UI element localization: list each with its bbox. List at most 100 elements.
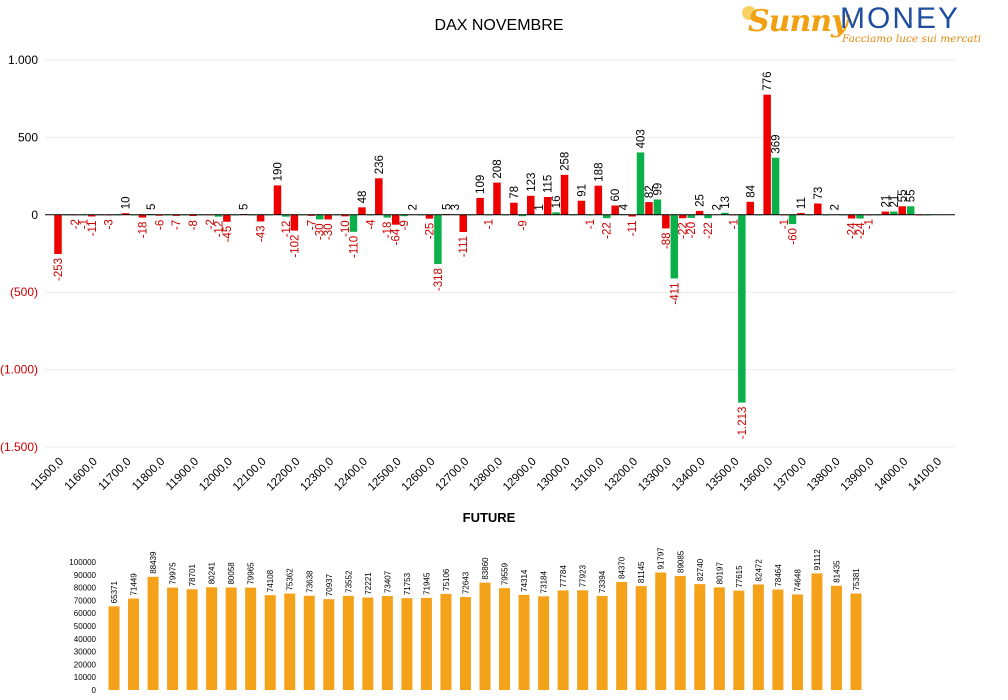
y-tick-label: 500 xyxy=(18,130,38,144)
logo-tagline: Facciamo luce sui mercati xyxy=(842,33,982,45)
future-bar xyxy=(499,588,511,690)
future-y-axis: 0 10000 20000 30000 40000 50000 60000 70000 8000… xyxy=(69,558,96,695)
future-bar xyxy=(655,572,667,690)
future-data-labels: 65371 71449 88439 79975 78701 80241 80058 79965… xyxy=(110,547,861,604)
bar-value-label: 78 xyxy=(509,186,521,199)
future-bar xyxy=(225,587,237,690)
bar xyxy=(906,206,915,215)
bar xyxy=(172,214,180,216)
bar xyxy=(628,214,636,217)
future-y-tick-label: 40000 xyxy=(74,635,97,644)
future-bar xyxy=(518,594,530,690)
bar-value-label: -411 xyxy=(669,282,681,304)
bar-value-label: 25 xyxy=(695,194,707,207)
future-bar xyxy=(752,584,764,690)
bar-value-label: 55 xyxy=(906,189,918,202)
bar-value-label: -6 xyxy=(154,220,166,230)
future-bar xyxy=(811,573,823,690)
future-bar-label: 82472 xyxy=(754,559,763,582)
bar xyxy=(493,182,501,215)
future-bar xyxy=(401,598,413,690)
bar-value-label: 258 xyxy=(560,152,572,171)
bar-value-label: -110 xyxy=(348,236,360,258)
bar-value-label: -22 xyxy=(602,222,614,239)
future-bar-label: 72643 xyxy=(461,571,470,594)
bar xyxy=(121,213,130,215)
future-y-tick-label: 80000 xyxy=(74,584,97,593)
x-tick-label: 13400,0 xyxy=(670,456,708,494)
future-bar xyxy=(694,584,706,690)
bar-value-label: -18 xyxy=(137,222,149,239)
future-bar-label: 73552 xyxy=(344,570,353,593)
bar xyxy=(738,214,746,403)
future-y-tick-label: 30000 xyxy=(74,648,97,657)
bar-value-label: -60 xyxy=(787,228,799,245)
bar xyxy=(349,214,358,232)
x-tick-label: 12700,0 xyxy=(433,456,471,494)
future-bar xyxy=(381,596,393,690)
bar xyxy=(788,214,797,225)
bar xyxy=(138,214,147,218)
future-bar-label: 89085 xyxy=(676,550,685,573)
future-bar xyxy=(850,593,862,690)
future-y-tick-label: 100000 xyxy=(69,558,96,567)
bar-value-label: -318 xyxy=(433,268,445,291)
future-bar-label: 73638 xyxy=(305,570,314,593)
y-tick-label: 1.000 xyxy=(8,53,38,67)
x-tick-label: 12100,0 xyxy=(231,456,269,494)
bar-value-label: 48 xyxy=(357,191,369,204)
x-tick-label: 12300,0 xyxy=(298,456,336,494)
x-tick-label: 12400,0 xyxy=(332,456,370,494)
future-bar-label: 79559 xyxy=(501,562,510,585)
future-bar-label: 77615 xyxy=(735,565,744,588)
bar-value-label: -22 xyxy=(703,222,715,239)
future-bar-label: 79975 xyxy=(169,562,178,585)
future-bar-label: 74314 xyxy=(520,569,529,592)
bar xyxy=(510,202,518,215)
future-bar-label: 77784 xyxy=(559,565,568,588)
future-y-tick-label: 90000 xyxy=(74,571,97,580)
bar-value-label: -1 xyxy=(585,219,597,229)
bar xyxy=(518,214,527,217)
main-x-axis: 11500,011600,011700,011800,011900,012000… xyxy=(29,456,944,494)
future-bar xyxy=(206,587,218,690)
future-bar xyxy=(440,593,452,690)
bar-value-label: 21 xyxy=(880,195,892,208)
bar-value-label: -1 xyxy=(779,219,791,229)
bar-value-label: 369 xyxy=(771,134,783,153)
future-chart: FUTURE 0 10000 20000 30000 40000 50000 60000 70… xyxy=(69,510,862,695)
bar xyxy=(746,201,755,215)
bar xyxy=(307,214,316,216)
future-bar xyxy=(245,587,257,690)
future-bar xyxy=(538,596,550,690)
bar-value-label: -253 xyxy=(53,258,65,281)
bar-value-label: -20 xyxy=(686,222,698,239)
future-bar-label: 70937 xyxy=(325,573,334,596)
bar xyxy=(890,211,898,215)
bar xyxy=(603,214,611,219)
future-bar-label: 80197 xyxy=(715,562,724,585)
future-bar xyxy=(577,590,589,690)
x-tick-label: 11500,0 xyxy=(29,456,66,493)
bar-value-label: -43 xyxy=(256,225,268,242)
sun-icon xyxy=(742,6,756,20)
x-tick-label: 12000,0 xyxy=(197,456,235,494)
bar xyxy=(400,214,408,217)
bar-value-label: 188 xyxy=(593,163,605,182)
bar-value-label: -2 xyxy=(205,219,217,229)
bar xyxy=(797,213,805,215)
y-tick-label: (1.000) xyxy=(0,363,38,377)
dax-novembre-chart: DAX NOVEMBRE 1.000 500 0 (500) (1.000) (1.500… xyxy=(0,17,955,494)
bar xyxy=(282,214,290,217)
future-bar-label: 71449 xyxy=(130,573,139,596)
bar xyxy=(645,202,653,215)
bar-value-label: -111 xyxy=(458,236,470,257)
bar-value-label: -9 xyxy=(399,220,411,230)
x-tick-label: 14100,0 xyxy=(906,456,944,494)
future-bar xyxy=(420,597,432,690)
future-bar xyxy=(479,582,491,690)
bar-value-label: -64 xyxy=(391,228,403,245)
bar-value-label: 16 xyxy=(551,196,563,209)
bar xyxy=(383,214,391,218)
bar xyxy=(695,210,704,215)
